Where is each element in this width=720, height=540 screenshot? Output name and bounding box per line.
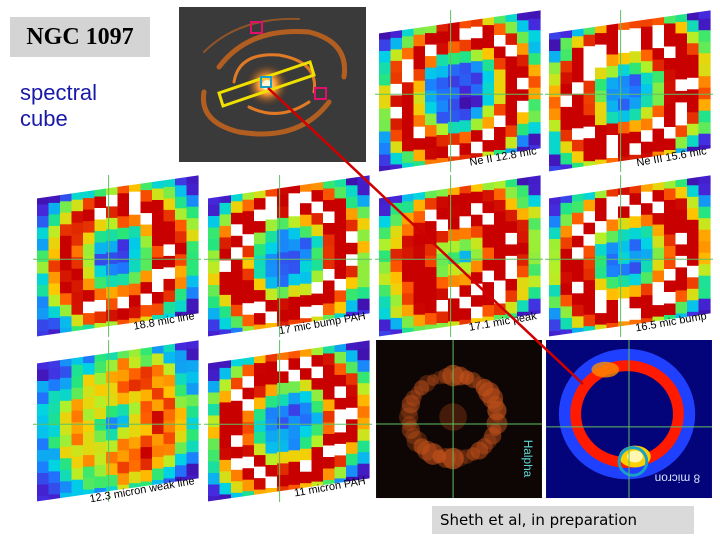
panel-label: 8 micron (655, 471, 700, 485)
aperture-circle (617, 446, 649, 477)
credit-text: Sheth et al, in preparation (440, 511, 638, 529)
spectral-map-panel: 12.3 micron weak line (33, 340, 201, 502)
halpha-image: Halpha (376, 340, 542, 499)
8-micron-image: 8 micron (546, 340, 712, 499)
subtitle: spectral cube (20, 80, 98, 131)
spectral-map-panel: Ne III 15.6 mic (545, 10, 713, 172)
credit-box: Sheth et al, in preparation (432, 506, 694, 534)
aperture-box (260, 76, 272, 88)
panel-label: Halpha (521, 440, 535, 478)
spectral-map-panel: 17 mic bump PAH (204, 175, 372, 337)
title-box: NGC 1097 (10, 17, 150, 57)
spectral-map-panel: 16.5 mic bump (545, 175, 713, 337)
marker-box (250, 21, 263, 34)
spectral-map-panel: 11 micron PAH (204, 340, 372, 502)
spectral-map-panel: 18.8 mic line (33, 175, 201, 337)
galaxy-image (179, 7, 366, 162)
slit-box (217, 60, 316, 108)
spectral-map-panel: 17.1 mic peak (375, 175, 543, 337)
page-title: NGC 1097 (26, 23, 134, 50)
spectral-map-panel: Ne II 12.8 mic (375, 10, 543, 172)
